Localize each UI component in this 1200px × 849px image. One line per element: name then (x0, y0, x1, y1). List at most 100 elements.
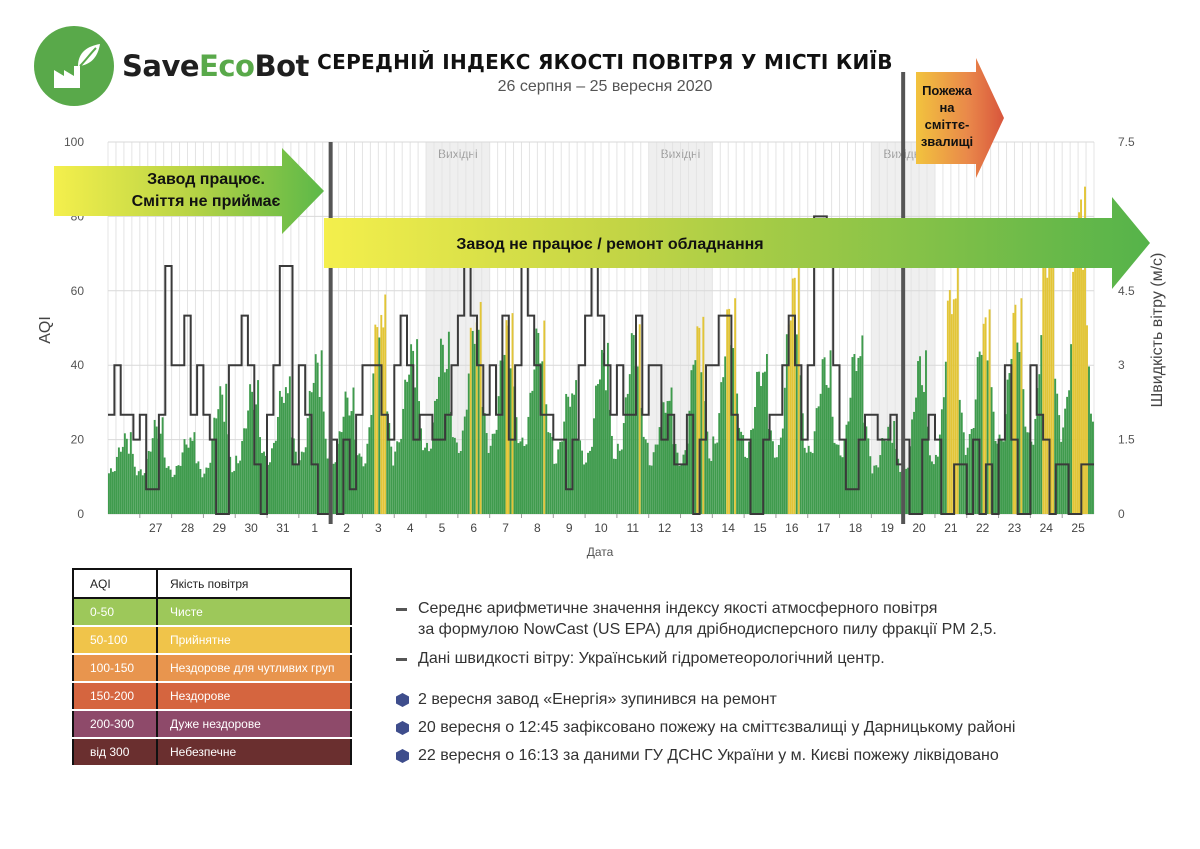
aqi-bar (233, 470, 236, 514)
aqi-bar (783, 387, 786, 514)
x-tick-label: 10 (594, 521, 608, 535)
aqi-bar (400, 438, 403, 514)
aqi-bar (278, 390, 281, 514)
aqi-bar (420, 428, 423, 514)
aqi-bar (511, 313, 514, 514)
note-line-1: Середнє арифметичне значення індексу яко… (418, 600, 938, 617)
aqi-bar (913, 411, 916, 514)
aqi-bar (1014, 304, 1017, 514)
aqi-bar (531, 390, 534, 514)
aqi-bar (1046, 277, 1049, 514)
legend-row: 0-50 Чисте (73, 598, 351, 627)
aqi-bar (956, 264, 959, 514)
aqi-bar (664, 412, 667, 514)
aqi-bar (934, 454, 937, 514)
aqi-bar (573, 394, 576, 514)
aqi-bar (404, 379, 407, 514)
aqi-bar (990, 387, 993, 514)
aqi-bar (1052, 220, 1055, 514)
aqi-bar (463, 416, 466, 514)
aqi-bar (644, 439, 647, 514)
aqi-bar (171, 477, 174, 514)
aqi-bar (728, 308, 731, 514)
aqi-bar (958, 399, 961, 514)
aqi-bar (748, 441, 751, 514)
aqi-bar (282, 402, 285, 514)
aqi-bar (1020, 298, 1023, 514)
aqi-bar (1024, 426, 1027, 514)
aqi-bar (422, 450, 424, 514)
aqi-bar (883, 438, 886, 514)
aqi-bar (177, 465, 180, 514)
legend-range: 100-150 (73, 654, 158, 683)
aqi-bar (199, 468, 202, 514)
aqi-bar (1084, 186, 1086, 514)
aqi-bar (630, 333, 633, 514)
y-tick-right: 1.5 (1118, 433, 1135, 447)
aqi-bar (942, 397, 945, 514)
legend-label: Прийнятне (157, 626, 351, 655)
legend-label: Чисте (157, 598, 351, 627)
aqi-bar (392, 465, 395, 514)
aqi-bar (396, 441, 399, 514)
aqi-bar (658, 427, 661, 514)
aqi-bar (626, 393, 629, 514)
aqi-bar (837, 444, 840, 514)
aqi-bar (261, 452, 263, 514)
aqi-bar (517, 443, 520, 514)
aqi-bar (1062, 427, 1065, 514)
aqi-bar (436, 398, 438, 514)
aqi-bar (533, 369, 536, 514)
aqi-bar (1042, 262, 1045, 514)
aqi-bar (151, 438, 154, 514)
aqi-bar (461, 430, 464, 514)
aqi-bar (247, 410, 250, 514)
aqi-bar (652, 452, 655, 514)
aqi-bar (332, 463, 335, 514)
brand-name: SaveEcoBot (122, 49, 309, 83)
aqi-bar (785, 334, 788, 514)
aqi-bar (131, 453, 134, 514)
aqi-bar (853, 354, 856, 514)
aqi-bar (418, 401, 421, 514)
x-tick-label: 18 (849, 521, 863, 535)
aqi-bar (181, 452, 184, 514)
aqi-bar (974, 399, 977, 514)
aqi-bar (599, 379, 601, 514)
aqi-bar (108, 473, 110, 514)
aqi-bar (843, 439, 846, 514)
aqi-bar (895, 448, 898, 514)
aqi-bar (873, 465, 876, 514)
aqi-bar (416, 339, 419, 514)
aqi-bar (239, 460, 242, 514)
aqi-bar (927, 426, 929, 514)
aqi-bar (555, 463, 558, 514)
y-tick-right: 7.5 (1118, 135, 1135, 149)
x-tick-label: 21 (944, 521, 958, 535)
aqi-bar (223, 421, 226, 514)
notes: Середнє арифметичне значення індексу яко… (396, 598, 1156, 766)
aqi-bar (316, 362, 319, 514)
aqi-bar (205, 467, 208, 514)
aqi-bar (688, 410, 691, 514)
x-tick-label: 8 (534, 521, 541, 535)
aqi-bar (280, 396, 283, 514)
aqi-bar (271, 448, 273, 514)
aqi-bar (443, 372, 446, 514)
aqi-bar (855, 371, 858, 514)
aqi-bar (439, 338, 442, 514)
aqi-bar (1026, 432, 1029, 514)
aqi-bar (676, 452, 679, 514)
aqi-bar (696, 326, 699, 514)
aqi-bar (736, 393, 739, 514)
aqi-bar (982, 323, 985, 514)
aqi-bar (241, 441, 244, 514)
aqi-bar (557, 449, 560, 514)
aqi-bar (111, 471, 114, 514)
aqi-bar (515, 417, 518, 514)
aqi-bar (1004, 414, 1007, 514)
aqi-bar (509, 368, 512, 514)
aqi-bar (551, 436, 554, 514)
aqi-bar (1070, 344, 1073, 514)
aqi-bar (754, 406, 756, 514)
